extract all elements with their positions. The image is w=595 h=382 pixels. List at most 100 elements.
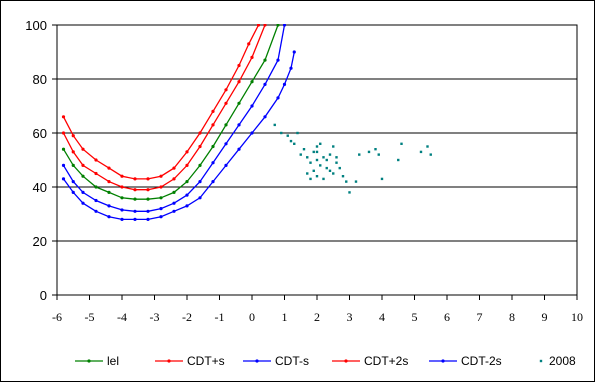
data-point	[81, 201, 85, 205]
data-point	[172, 166, 176, 170]
data-point	[354, 180, 358, 183]
data-point	[328, 169, 332, 172]
data-point	[367, 150, 371, 154]
data-point	[237, 123, 241, 127]
data-point	[335, 156, 338, 159]
legend-item: CDT+2s	[332, 354, 408, 368]
series-lines	[61, 24, 432, 221]
data-point	[146, 217, 150, 221]
data-point	[133, 188, 137, 192]
data-point	[256, 24, 261, 27]
data-point	[276, 96, 280, 100]
data-point	[81, 174, 85, 178]
data-point	[198, 180, 202, 184]
data-point	[159, 207, 163, 211]
data-point	[185, 180, 189, 184]
y-tick-label: 100	[25, 18, 47, 33]
data-point	[107, 190, 111, 194]
legend-item: CDT-2s	[429, 354, 502, 368]
data-point	[315, 150, 319, 154]
data-point	[296, 131, 299, 135]
series-line	[62, 24, 260, 180]
data-point	[315, 145, 319, 148]
legend-marker	[167, 359, 171, 363]
data-point	[299, 153, 302, 156]
data-point	[224, 101, 228, 105]
series-line	[62, 24, 279, 200]
data-point	[146, 177, 150, 181]
data-point	[94, 158, 98, 162]
data-point	[211, 161, 215, 165]
data-point	[133, 217, 137, 221]
data-point	[380, 177, 384, 181]
data-point	[133, 209, 137, 213]
data-point	[325, 166, 328, 170]
data-point	[289, 139, 293, 143]
data-point	[61, 177, 66, 181]
data-point	[198, 131, 202, 135]
legend-label: CDT+2s	[364, 354, 408, 368]
data-point	[293, 142, 296, 145]
data-point	[94, 198, 98, 203]
x-tick-label: 3	[347, 310, 353, 324]
data-point	[120, 217, 124, 221]
data-point	[94, 209, 98, 213]
data-point	[292, 50, 296, 54]
data-point	[429, 153, 432, 156]
data-point	[328, 153, 332, 156]
data-point	[107, 204, 111, 208]
data-point	[338, 166, 341, 170]
y-tick-label: 40	[33, 180, 47, 195]
data-point	[81, 190, 85, 194]
data-point	[159, 185, 163, 189]
series-cdt-s	[61, 24, 287, 213]
legend-marker	[344, 359, 348, 363]
data-point	[211, 180, 215, 184]
legend-item: CDT-s	[243, 354, 309, 368]
data-point	[159, 215, 163, 219]
data-point	[237, 101, 241, 105]
data-point	[306, 172, 309, 175]
data-point	[172, 201, 176, 205]
data-point	[120, 185, 124, 189]
data-point	[374, 148, 377, 151]
data-point	[250, 104, 254, 108]
series-lel	[61, 24, 280, 201]
data-point	[309, 177, 312, 181]
data-point	[237, 63, 241, 68]
data-point	[322, 177, 325, 181]
data-point	[325, 158, 328, 162]
data-point	[61, 131, 66, 135]
data-point	[250, 80, 254, 84]
data-point	[263, 58, 267, 62]
data-point	[332, 145, 335, 148]
data-point	[322, 156, 325, 159]
data-point	[146, 188, 150, 192]
x-tick-label: 0	[249, 310, 255, 324]
data-point	[400, 142, 403, 145]
data-point	[247, 42, 251, 46]
data-point	[237, 80, 241, 84]
data-point	[282, 24, 287, 27]
x-tick-label: -4	[117, 310, 127, 324]
y-tick-label: 20	[33, 234, 47, 249]
x-tick-label: 8	[509, 310, 515, 324]
series-cdt-2s	[61, 50, 296, 221]
data-point	[172, 177, 176, 181]
x-tick-label: 5	[412, 310, 418, 324]
data-point	[312, 169, 315, 172]
data-point	[332, 172, 335, 175]
data-point	[198, 144, 202, 149]
data-point	[276, 24, 280, 27]
data-point	[71, 180, 75, 184]
legend-item: lel	[75, 354, 119, 368]
x-tick-label: -1	[215, 310, 225, 324]
data-point	[185, 204, 189, 208]
legend-label: CDT+s	[187, 354, 225, 368]
data-point	[61, 163, 66, 167]
data-point	[335, 161, 338, 164]
data-point	[286, 134, 289, 137]
data-point	[237, 147, 241, 151]
data-point	[71, 134, 75, 138]
